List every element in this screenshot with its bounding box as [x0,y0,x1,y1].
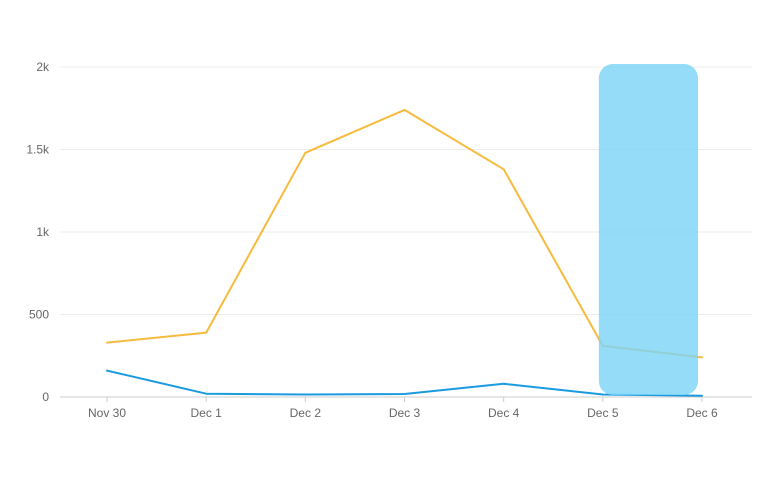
series-line-2 [106,369,703,397]
y-tick-label: 0 [42,390,49,404]
y-tick-label: 1.5k [26,143,50,157]
y-tick-label: 2k [36,60,50,74]
y-axis-tick-labels: 0 500 1k 1.5k 2k [26,60,50,404]
x-tick-label: Dec 5 [587,406,619,420]
x-tick-label: Dec 6 [686,406,718,420]
x-axis-tick-labels: Nov 30 Dec 1 Dec 2 Dec 3 Dec 4 Dec 5 Dec 6 [88,406,718,420]
x-tick-label: Nov 30 [88,406,126,420]
y-tick-label: 500 [29,308,49,322]
y-tick-label: 1k [36,225,50,239]
x-axis [60,396,752,402]
x-tick-label: Dec 1 [190,406,222,420]
highlight-region[interactable] [598,64,698,395]
x-tick-label: Dec 3 [389,406,421,420]
x-tick-label: Dec 2 [290,406,322,420]
x-tick-label: Dec 4 [488,406,520,420]
selection-highlight [598,64,698,395]
